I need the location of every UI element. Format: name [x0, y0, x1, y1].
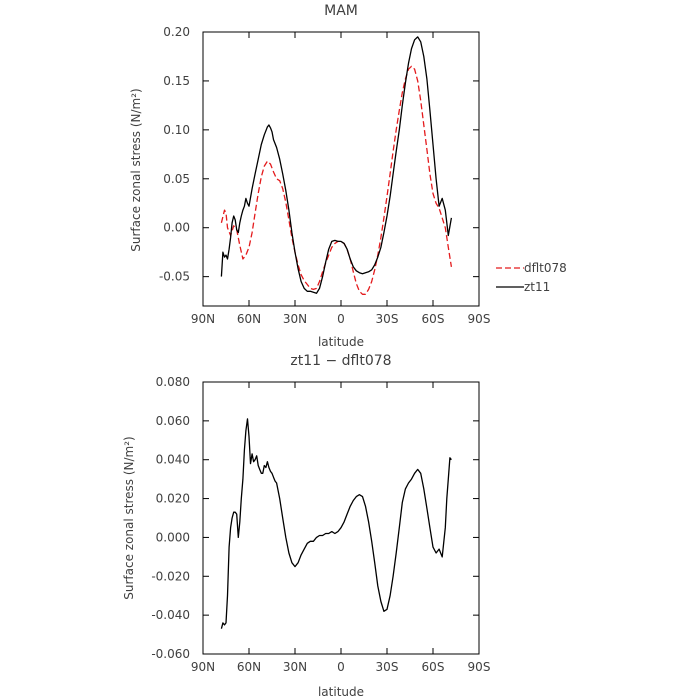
top-x-tick-label: 60N [237, 312, 261, 326]
top-y-tick-label: 0.05 [163, 172, 190, 186]
bottom-y-tick-label: -0.040 [151, 608, 190, 622]
top-y-tick-label: 0.00 [163, 221, 190, 235]
bottom-series-line-difference [220, 418, 452, 629]
bottom-y-tick-label: 0.060 [156, 414, 190, 428]
bottom-y-tick-label: 0.020 [156, 492, 190, 506]
top-chart-title: MAM [324, 3, 358, 19]
bottom-x-tick-label: 60S [422, 660, 445, 674]
bottom-x-tick-label: 30N [283, 660, 307, 674]
bottom-x-tick-label: 90N [191, 660, 215, 674]
top-plot-frame [202, 31, 480, 307]
bottom-x-tick-label: 0 [337, 660, 345, 674]
top-y-tick-label: 0.15 [163, 74, 190, 88]
top-x-tick-label: 30S [376, 312, 399, 326]
top-chart-xlabel: latitude [318, 335, 364, 349]
legend-label-zt11: zt11 [524, 280, 550, 294]
bottom-y-tick-label: 0.000 [156, 530, 190, 544]
top-x-tick-label: 30N [283, 312, 307, 326]
bottom-x-tick-label: 30S [376, 660, 399, 674]
top-x-tick-label: 0 [337, 312, 345, 326]
bottom-chart-title: zt11 − dflt078 [290, 353, 391, 369]
top-y-tick-label: -0.05 [159, 270, 190, 284]
legend: dflt078 zt11 [496, 261, 567, 294]
bottom-chart-xlabel: latitude [318, 685, 364, 699]
bottom-y-tick-label: 0.040 [156, 453, 190, 467]
top-series-line-zt11 [220, 36, 453, 294]
top-x-tick-label: 90N [191, 312, 215, 326]
bottom-x-tick-label: 90S [468, 660, 491, 674]
bottom-chart-ylabel: Surface zonal stress (N/m²) [122, 436, 136, 600]
bottom-y-tick-label: 0.080 [156, 375, 190, 389]
bottom-chart: zt11 − dflt078 latitude Surface zonal st… [122, 353, 490, 699]
bottom-plot-frame [202, 381, 480, 655]
top-chart: MAM latitude Surface zonal stress (N/m²)… [129, 3, 490, 349]
top-x-tick-label: 60S [422, 312, 445, 326]
top-x-tick-label: 90S [468, 312, 491, 326]
top-y-tick-label: 0.10 [163, 123, 190, 137]
bottom-x-tick-label: 60N [237, 660, 261, 674]
bottom-y-tick-label: -0.060 [151, 647, 190, 661]
legend-label-dflt078: dflt078 [524, 261, 567, 275]
top-chart-ylabel: Surface zonal stress (N/m²) [129, 88, 143, 252]
top-y-tick-label: 0.20 [163, 25, 190, 39]
top-series-line-dflt078 [220, 65, 453, 295]
bottom-y-tick-label: -0.020 [151, 569, 190, 583]
